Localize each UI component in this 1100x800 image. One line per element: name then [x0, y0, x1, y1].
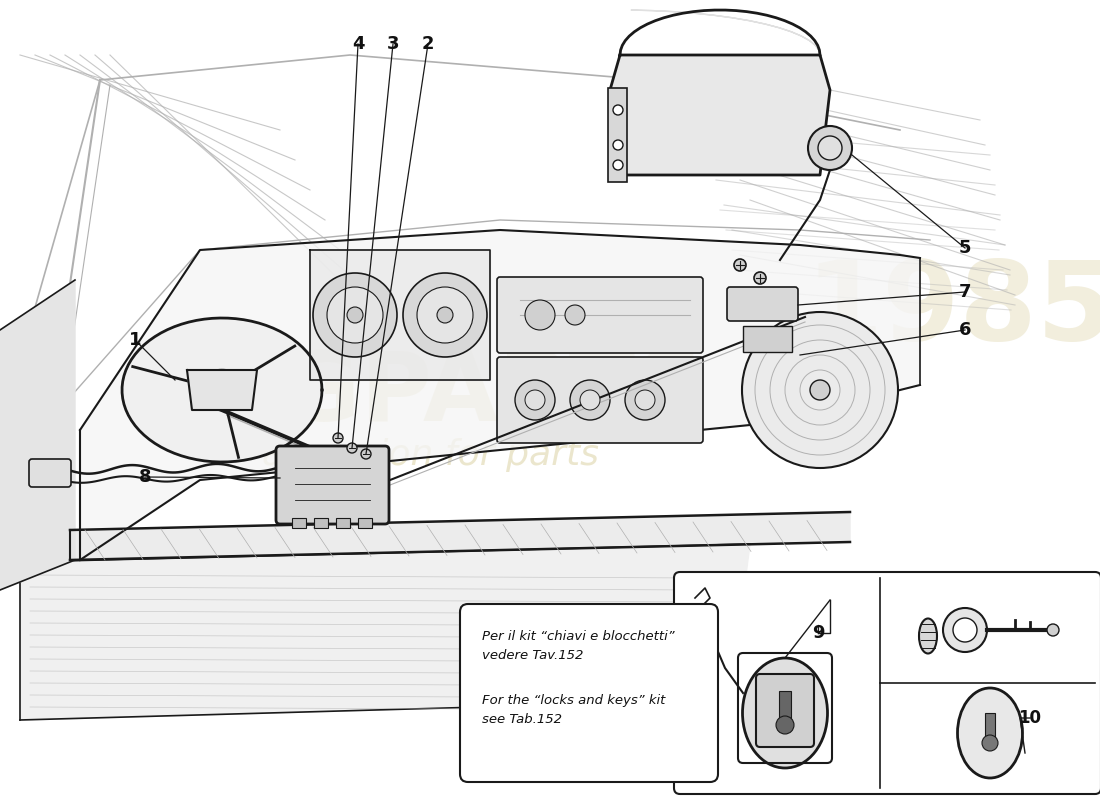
Circle shape — [613, 105, 623, 115]
FancyBboxPatch shape — [727, 287, 798, 321]
Polygon shape — [610, 55, 830, 175]
Bar — [314, 518, 328, 528]
Ellipse shape — [918, 618, 937, 654]
FancyBboxPatch shape — [497, 277, 703, 353]
Circle shape — [515, 380, 556, 420]
Circle shape — [635, 390, 654, 410]
Text: 1985: 1985 — [805, 257, 1100, 363]
Bar — [358, 518, 372, 528]
FancyBboxPatch shape — [276, 446, 389, 524]
Text: 2: 2 — [421, 35, 434, 53]
Circle shape — [818, 136, 842, 160]
FancyBboxPatch shape — [674, 572, 1100, 794]
FancyBboxPatch shape — [756, 674, 814, 747]
Polygon shape — [122, 318, 322, 462]
Text: 6: 6 — [959, 321, 971, 339]
FancyBboxPatch shape — [29, 459, 72, 487]
Circle shape — [346, 307, 363, 323]
Ellipse shape — [957, 688, 1023, 778]
Circle shape — [403, 273, 487, 357]
Text: a passion for parts: a passion for parts — [262, 438, 598, 472]
Circle shape — [346, 443, 358, 453]
Polygon shape — [80, 230, 920, 560]
Polygon shape — [20, 544, 750, 720]
Text: 1: 1 — [129, 331, 141, 349]
Circle shape — [613, 160, 623, 170]
Ellipse shape — [742, 658, 827, 768]
FancyBboxPatch shape — [742, 326, 792, 352]
Bar — [292, 518, 306, 528]
Circle shape — [613, 140, 623, 150]
Text: 4: 4 — [352, 35, 364, 53]
Text: 2UGPARTS: 2UGPARTS — [134, 349, 705, 442]
Text: Per il kit “chiavi e blocchetti”
vedere Tav.152: Per il kit “chiavi e blocchetti” vedere … — [482, 630, 674, 662]
Circle shape — [953, 618, 977, 642]
Circle shape — [982, 735, 998, 751]
Bar — [336, 518, 350, 528]
Circle shape — [1047, 624, 1059, 636]
Text: 8: 8 — [139, 468, 152, 486]
Bar — [984, 713, 996, 738]
Circle shape — [754, 272, 766, 284]
Circle shape — [943, 608, 987, 652]
Circle shape — [776, 716, 794, 734]
Text: 9: 9 — [812, 624, 824, 642]
FancyBboxPatch shape — [460, 604, 718, 782]
Circle shape — [361, 449, 371, 459]
Circle shape — [314, 273, 397, 357]
Circle shape — [333, 433, 343, 443]
Text: 5: 5 — [959, 239, 971, 257]
Circle shape — [625, 380, 666, 420]
Polygon shape — [620, 10, 820, 55]
Circle shape — [580, 390, 600, 410]
Circle shape — [417, 287, 473, 343]
Circle shape — [437, 307, 453, 323]
Text: 7: 7 — [959, 283, 971, 301]
Polygon shape — [194, 370, 250, 410]
Circle shape — [565, 305, 585, 325]
Polygon shape — [310, 250, 490, 380]
Circle shape — [734, 259, 746, 271]
Bar — [779, 691, 791, 719]
Text: For the “locks and keys” kit
see Tab.152: For the “locks and keys” kit see Tab.152 — [482, 694, 666, 726]
Circle shape — [742, 312, 898, 468]
Circle shape — [810, 380, 830, 400]
Text: 3: 3 — [387, 35, 399, 53]
Polygon shape — [0, 280, 75, 590]
Circle shape — [570, 380, 611, 420]
FancyBboxPatch shape — [497, 357, 703, 443]
Circle shape — [525, 390, 544, 410]
Circle shape — [808, 126, 852, 170]
Polygon shape — [70, 512, 850, 560]
Polygon shape — [187, 370, 257, 410]
Circle shape — [525, 300, 556, 330]
Circle shape — [327, 287, 383, 343]
Text: 10: 10 — [1019, 709, 1042, 727]
FancyBboxPatch shape — [608, 88, 627, 182]
